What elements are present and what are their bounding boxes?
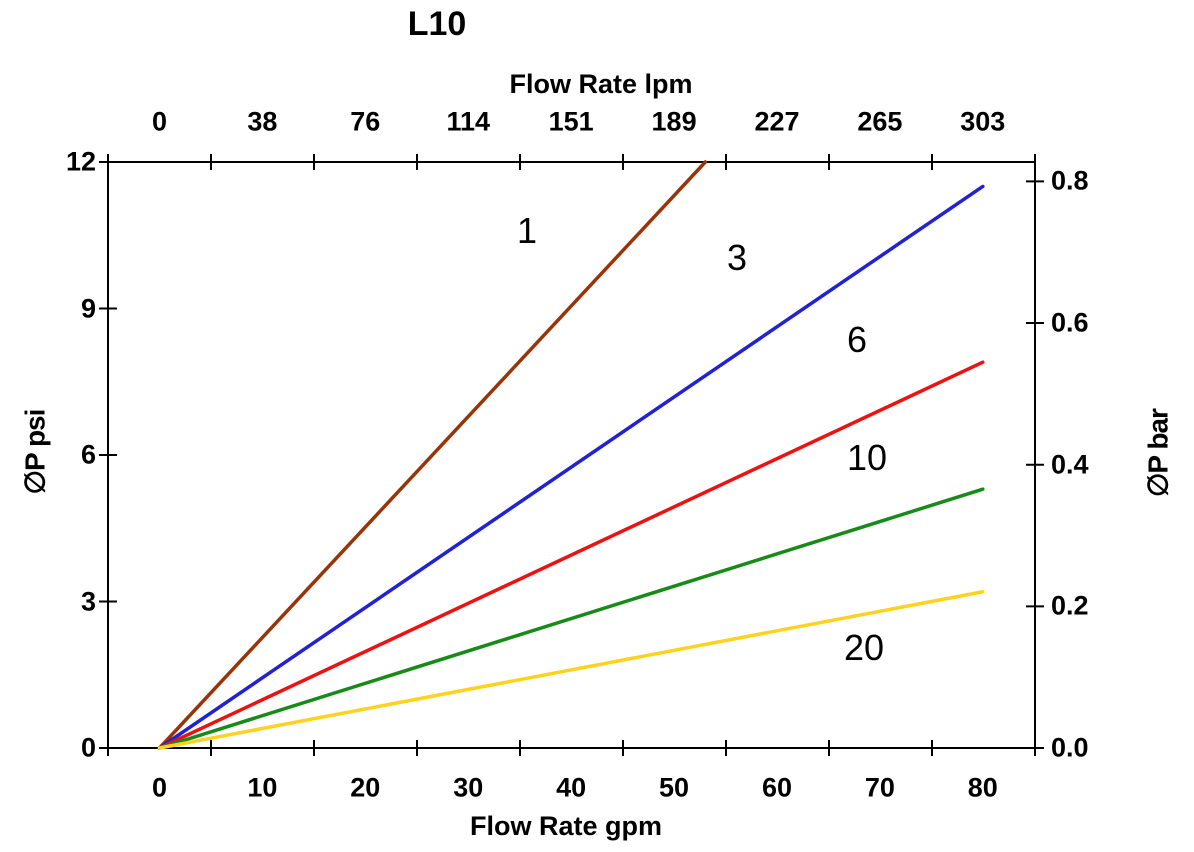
bottom-tick-label: 50 xyxy=(659,772,690,803)
left-tick-label: 0 xyxy=(80,732,96,763)
bottom-tick-label: 0 xyxy=(151,772,168,803)
top-tick-label: 189 xyxy=(651,106,697,137)
bottom-axis-title: Flow Rate gpm xyxy=(469,811,663,841)
bottom-tick-label: 80 xyxy=(967,772,998,803)
bottom-tick-label: 60 xyxy=(761,772,792,803)
right-tick-label: 0.6 xyxy=(1051,307,1089,338)
chart-title: L10 xyxy=(407,5,467,43)
top-tick-label: 151 xyxy=(548,106,594,137)
left-tick-label: 9 xyxy=(80,293,96,323)
series-line-1um xyxy=(157,160,708,750)
curve-label-6um: 6 xyxy=(846,319,868,360)
top-tick-label: 76 xyxy=(350,106,381,137)
bottom-tick-label: 20 xyxy=(350,772,381,803)
series-line-10um xyxy=(157,487,985,750)
right-tick-label: 0.2 xyxy=(1051,590,1089,621)
top-axis-title: Flow Rate lpm xyxy=(509,69,693,99)
curve-label-3um: 3 xyxy=(726,237,748,278)
bottom-tick-label: 10 xyxy=(247,772,278,803)
top-tick-label: 114 xyxy=(446,106,491,137)
curve-label-1um: 1 xyxy=(516,210,538,251)
top-tick-label: 227 xyxy=(754,106,800,137)
series-line-6um xyxy=(157,360,985,750)
left-tick-label: 3 xyxy=(80,586,96,616)
top-tick-label: 38 xyxy=(247,106,278,137)
right-tick-label: 0.8 xyxy=(1051,165,1089,196)
top-tick-label: 265 xyxy=(857,106,903,137)
right-tick-label: 0.4 xyxy=(1051,449,1089,480)
curve-label-10um: 10 xyxy=(846,437,888,478)
series-line-20um xyxy=(157,589,985,750)
right-axis-title: ∅P bar xyxy=(1142,409,1174,497)
bottom-tick-label: 40 xyxy=(556,772,587,803)
series-line-3um xyxy=(157,184,985,750)
bottom-tick-label: 30 xyxy=(453,772,484,803)
right-tick-label: 0.0 xyxy=(1051,732,1089,763)
left-tick-label: 12 xyxy=(65,146,96,177)
top-tick-label: 0 xyxy=(151,106,168,137)
curve-label-20um: 20 xyxy=(843,627,885,668)
left-tick-label: 6 xyxy=(80,439,96,470)
top-tick-label: 303 xyxy=(960,106,1006,137)
left-axis-title: ∅P psi xyxy=(19,409,51,495)
bottom-tick-label: 70 xyxy=(864,772,895,803)
